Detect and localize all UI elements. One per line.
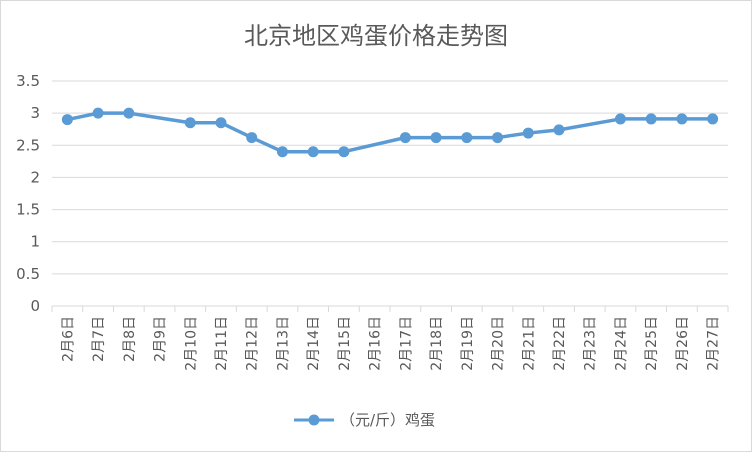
data-point [61, 114, 73, 126]
data-point [338, 146, 350, 158]
data-point [399, 132, 411, 144]
legend-label: （元/斤）鸡蛋 [340, 411, 435, 429]
x-tick-label: 2月27日 [706, 316, 722, 371]
x-tick-label: 2月10日 [183, 316, 199, 371]
chart-title: 北京地区鸡蛋价格走势图 [244, 22, 508, 50]
x-tick-label: 2月24日 [613, 316, 629, 371]
data-point [215, 117, 227, 129]
data-point [676, 113, 688, 125]
data-point [614, 113, 626, 125]
x-tick-label: 2月14日 [306, 316, 322, 371]
series-eggs [61, 107, 719, 158]
y-tick-label: 0.5 [16, 265, 40, 283]
x-tick-label: 2月23日 [583, 316, 599, 371]
x-tick-label: 2月18日 [429, 316, 445, 371]
x-axis-ticks: 2月6日 2月7日 2月8日 2月9日 2月10日 2月11日 2月12日 2月13日 2月14… [60, 316, 721, 371]
x-tick-label: 2月26日 [675, 316, 691, 371]
data-point [553, 124, 565, 136]
data-point [645, 113, 657, 125]
y-tick-label: 1 [30, 233, 40, 251]
data-point [123, 107, 135, 119]
x-tick-label: 2月11日 [214, 316, 230, 371]
data-point [276, 146, 288, 158]
x-tick-label: 2月22日 [552, 316, 568, 371]
y-tick-label: 1.5 [16, 201, 40, 219]
legend-marker [308, 414, 320, 426]
data-point [492, 132, 504, 144]
data-point [246, 132, 258, 144]
x-tick-label: 2月17日 [398, 316, 414, 371]
x-tick-label: 2月13日 [275, 316, 291, 371]
data-point [184, 117, 196, 129]
data-point [307, 146, 319, 158]
x-tick-label: 2月8日 [122, 316, 138, 362]
y-tick-label: 2.5 [16, 136, 40, 154]
y-tick-label: 3.5 [16, 72, 40, 90]
x-tick-label: 2月7日 [91, 316, 107, 362]
data-point [707, 113, 719, 125]
gridlines [52, 80, 728, 275]
x-tick-label: 2月16日 [368, 316, 384, 371]
y-axis-ticks: 0 0.5 1 1.5 2 2.5 3 3.5 [16, 72, 40, 315]
legend: （元/斤）鸡蛋 [294, 411, 435, 429]
y-tick-label: 3 [30, 104, 40, 122]
data-point [522, 127, 534, 139]
x-tick-label: 2月12日 [245, 316, 261, 371]
x-tick-label: 2月20日 [491, 316, 507, 371]
data-point [430, 132, 442, 144]
x-tick-label: 2月15日 [337, 316, 353, 371]
y-tick-label: 0 [30, 297, 40, 315]
data-point [92, 107, 104, 119]
x-tick-label: 2月19日 [460, 316, 476, 371]
x-tick-label: 2月9日 [153, 316, 169, 362]
y-tick-label: 2 [30, 168, 40, 186]
x-axis [51, 305, 729, 312]
x-tick-label: 2月6日 [60, 316, 76, 362]
x-tick-label: 2月21日 [521, 316, 537, 371]
x-tick-label: 2月25日 [644, 316, 660, 371]
data-point [461, 132, 473, 144]
